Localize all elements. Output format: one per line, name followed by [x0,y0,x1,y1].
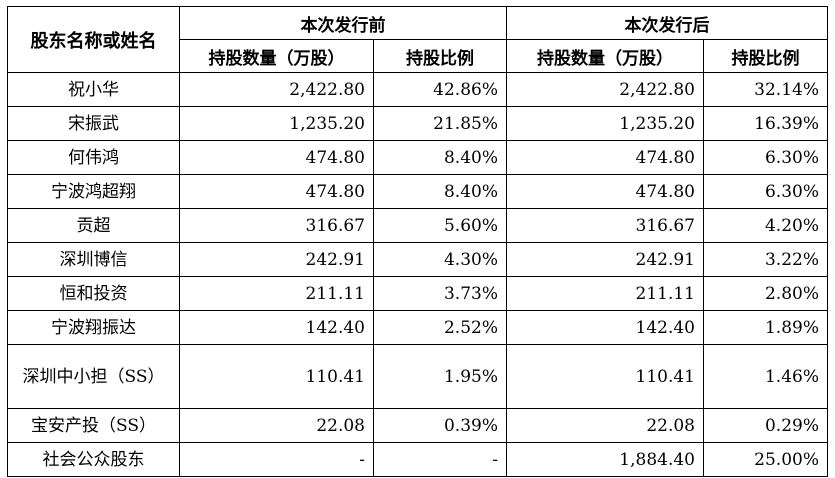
after-ratio-cell: 6.30% [703,140,828,175]
table-header: 股东名称或姓名 本次发行前 本次发行后 持股数量（万股） 持股比例 持股数量（万… [7,6,828,73]
after-ratio-cell: 32.14% [703,72,828,107]
header-row-groups: 股东名称或姓名 本次发行前 本次发行后 [7,6,828,73]
after-ratio-cell: 1.46% [703,344,828,409]
after-ratio-cell: 4.20% [703,208,828,243]
header-row-columns: 持股数量（万股） 持股比例 持股数量（万股） 持股比例 [8,39,828,73]
before-shares-cell: 22.08 [179,408,374,443]
after-ratio-cell: 2.80% [703,276,828,311]
shareholder-name-cell: 深圳博信 [7,242,180,277]
before-shares-cell: 474.80 [179,140,374,175]
after-shares-cell: 316.67 [506,208,704,243]
shareholder-name-cell: 宋振武 [7,106,180,141]
table-row: 社会公众股东 - -1,884.40 25.00% [7,442,828,477]
shareholder-name-cell: 祝小华 [7,72,180,107]
after-shares-cell: 22.08 [506,408,704,443]
after-issue-group-header: 本次发行后 [506,6,828,40]
shareholder-column-header: 股东名称或姓名 [7,6,180,73]
after-ratio-cell: 25.00% [703,442,828,477]
before-ratio-column-header: 持股比例 [373,39,507,73]
table-row: 宁波鸿超翔 474.80 8.40% 474.80 6.30% [7,174,828,209]
before-ratio-cell: 4.30% [373,242,507,277]
before-shares-cell: 316.67 [179,208,374,243]
table-row: 宋振武 1,235.20 21.85% 1,235.20 16.39% [7,106,828,141]
before-ratio-cell: 3.73% [373,276,507,311]
before-shares-cell: - [179,442,374,477]
before-shares-cell: 1,235.20 [179,106,374,141]
before-shares-cell: 211.11 [179,276,374,311]
shareholder-name-cell: 深圳中小担（SS） [7,344,180,409]
table-row: 深圳中小担（SS） 110.41 1.95% 110.41 1.46% [7,344,828,409]
after-shares-cell: 110.41 [506,344,704,409]
after-ratio-column-header: 持股比例 [703,39,828,73]
table-row: 深圳博信 242.91 4.30% 242.91 3.22% [7,242,828,277]
after-shares-cell: 1,884.40 [506,442,704,477]
before-shares-cell: 242.91 [179,242,374,277]
before-issue-group-header: 本次发行前 [179,6,507,40]
before-shares-cell: 142.40 [179,310,374,345]
before-ratio-cell: 8.40% [373,174,507,209]
after-ratio-cell: 16.39% [703,106,828,141]
before-ratio-cell: 8.40% [373,140,507,175]
after-shares-cell: 1,235.20 [506,106,704,141]
table-row: 何伟鸿 474.80 8.40% 474.80 6.30% [7,140,828,175]
before-shares-column-header: 持股数量（万股） [179,39,374,73]
before-ratio-cell: 2.52% [373,310,507,345]
shareholding-table: 股东名称或姓名 本次发行前 本次发行后 持股数量（万股） 持股比例 持股数量（万… [7,6,828,477]
shareholder-name-cell: 恒和投资 [7,276,180,311]
before-ratio-cell: 21.85% [373,106,507,141]
after-ratio-cell: 3.22% [703,242,828,277]
before-shares-cell: 2,422.80 [179,72,374,107]
table-row: 恒和投资 211.11 3.73% 211.11 2.80% [7,276,828,311]
shareholder-name-cell: 何伟鸿 [7,140,180,175]
after-shares-cell: 474.80 [506,174,704,209]
after-ratio-cell: 6.30% [703,174,828,209]
after-shares-column-header: 持股数量（万股） [506,39,704,73]
before-ratio-cell: - [373,442,507,477]
before-ratio-cell: 42.86% [373,72,507,107]
before-ratio-cell: 0.39% [373,408,507,443]
table-row: 宁波翔振达 142.40 2.52% 142.40 1.89% [7,310,828,345]
shareholder-name-cell: 宁波鸿超翔 [7,174,180,209]
table-row: 祝小华 2,422.80 42.86% 2,422.80 32.14% [7,72,828,107]
after-ratio-cell: 0.29% [703,408,828,443]
before-shares-cell: 110.41 [179,344,374,409]
before-shares-cell: 474.80 [179,174,374,209]
shareholder-name-cell: 宝安产投（SS） [7,408,180,443]
after-shares-cell: 142.40 [506,310,704,345]
after-shares-cell: 2,422.80 [506,72,704,107]
shareholder-name-cell: 社会公众股东 [7,442,180,477]
shareholder-name-cell: 贡超 [7,208,180,243]
before-ratio-cell: 1.95% [373,344,507,409]
after-shares-cell: 474.80 [506,140,704,175]
shareholder-name-cell: 宁波翔振达 [7,310,180,345]
after-shares-cell: 211.11 [506,276,704,311]
after-ratio-cell: 1.89% [703,310,828,345]
table-row: 贡超 316.67 5.60% 316.67 4.20% [7,208,828,243]
before-ratio-cell: 5.60% [373,208,507,243]
table-row: 宝安产投（SS） 22.08 0.39% 22.08 0.29% [7,408,828,443]
after-shares-cell: 242.91 [506,242,704,277]
table-body: 祝小华 2,422.80 42.86% 2,422.80 32.14% 宋振武 1,235.… [7,72,828,477]
